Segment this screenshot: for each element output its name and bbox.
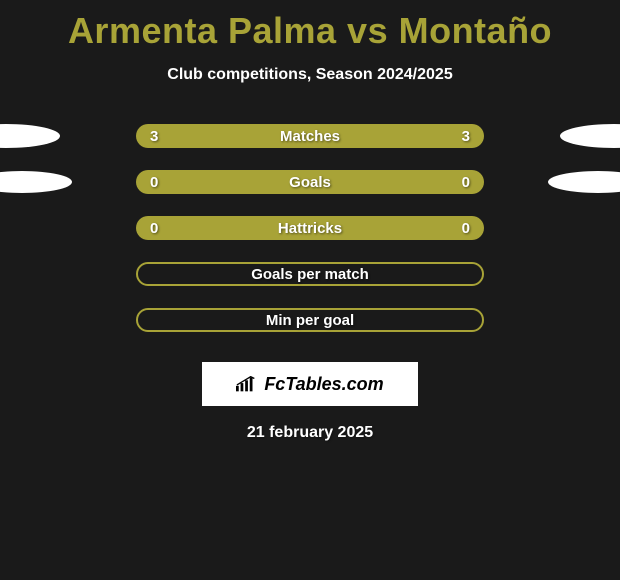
stat-bar-hattricks: 0 Hattricks 0 xyxy=(136,216,484,240)
stat-row: 3 Matches 3 xyxy=(0,124,620,170)
stat-right-value: 0 xyxy=(462,174,470,191)
stat-bar-min-per-goal: Min per goal xyxy=(136,308,484,332)
date-label: 21 february 2025 xyxy=(0,424,620,442)
page-title: Armenta Palma vs Montaño xyxy=(0,0,620,52)
ellipse-icon xyxy=(0,171,72,193)
subtitle: Club competitions, Season 2024/2025 xyxy=(0,66,620,84)
stat-row: Goals per match xyxy=(0,262,620,308)
stat-bar-goals: 0 Goals 0 xyxy=(136,170,484,194)
stat-label: Min per goal xyxy=(266,312,354,329)
ellipse-icon xyxy=(560,124,620,148)
stat-label: Hattricks xyxy=(278,220,342,237)
stat-row: Min per goal xyxy=(0,308,620,354)
stat-left-value: 0 xyxy=(150,174,158,191)
logo-text: FcTables.com xyxy=(264,374,383,395)
stat-left-value: 0 xyxy=(150,220,158,237)
logo-badge: FcTables.com xyxy=(202,362,418,406)
ellipse-icon xyxy=(0,124,60,148)
ellipse-icon xyxy=(548,171,620,193)
stat-rows: 3 Matches 3 0 Goals 0 0 Hattricks 0 xyxy=(0,124,620,354)
stat-label: Matches xyxy=(280,128,340,145)
stat-right-value: 3 xyxy=(462,128,470,145)
stat-label: Goals per match xyxy=(251,266,369,283)
stat-bar-matches: 3 Matches 3 xyxy=(136,124,484,148)
stat-right-value: 0 xyxy=(462,220,470,237)
stat-bar-goals-per-match: Goals per match xyxy=(136,262,484,286)
stat-label: Goals xyxy=(289,174,331,191)
stat-row: 0 Goals 0 xyxy=(0,170,620,216)
bar-chart-icon xyxy=(236,376,258,392)
stat-row: 0 Hattricks 0 xyxy=(0,216,620,262)
stat-left-value: 3 xyxy=(150,128,158,145)
